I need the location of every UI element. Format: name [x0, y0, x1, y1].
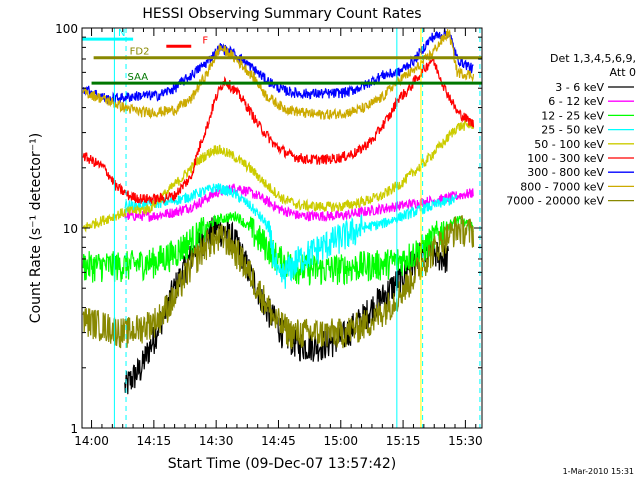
legend-label: 25 - 50 keV	[541, 124, 604, 137]
legend-label: 12 - 25 keV	[541, 109, 604, 122]
x-tick-label: 14:00	[74, 434, 109, 448]
x-tick-label: 14:30	[199, 434, 234, 448]
legend-label: 3 - 6 keV	[555, 81, 604, 94]
x-tick-label: 15:00	[323, 434, 358, 448]
x-axis-label: Start Time (09-Dec-07 13:57:42)	[168, 456, 396, 472]
y-tick-label: 100	[55, 22, 78, 36]
footer-date: 1-Mar-2010 15:31	[563, 467, 634, 476]
series-3	[124, 183, 458, 289]
flag-label: FD2	[130, 47, 150, 58]
legend-label: 800 - 7000 keV	[520, 180, 604, 193]
x-tick-label: 14:15	[137, 434, 172, 448]
series-line	[124, 183, 458, 289]
legend-label: 100 - 300 keV	[527, 152, 604, 165]
series-5	[82, 57, 475, 205]
series-line	[82, 119, 475, 233]
series-line	[82, 28, 474, 105]
axes: 14:00 14:15 14:30 14:45 15:00 15:15 15:30 1 10 10…	[55, 22, 483, 448]
legend-header-1: Det 1,3,4,5,6,9,	[550, 52, 636, 65]
series-7	[82, 29, 475, 120]
series-line	[82, 211, 474, 286]
x-tick-label: 14:45	[261, 434, 296, 448]
y-tick-label: 10	[63, 222, 78, 236]
series-line	[82, 57, 475, 205]
series-layer	[82, 28, 475, 395]
legend-header-2: Att 0	[610, 66, 636, 79]
x-tick-label: 15:30	[448, 434, 483, 448]
series-6	[82, 28, 474, 105]
series-2	[82, 211, 474, 286]
legend-label: 300 - 800 keV	[527, 166, 604, 179]
series-line	[82, 29, 475, 120]
x-tick-label: 15:15	[386, 434, 421, 448]
flag-label: F	[202, 35, 208, 46]
legend-label: 50 - 100 keV	[534, 138, 604, 151]
legend-label: 7000 - 20000 keV	[506, 195, 604, 208]
series-1	[124, 183, 474, 223]
flag-lines: N FD2 SAA F	[82, 28, 482, 85]
chart-title: HESSI Observing Summary Count Rates	[142, 6, 421, 22]
series-line	[124, 183, 474, 223]
series-line	[82, 214, 475, 350]
flag-label: SAA	[128, 72, 149, 83]
legend-label: 6 - 12 keV	[548, 95, 604, 108]
y-axis-label: Count Rate (s⁻¹ detector⁻¹)	[28, 133, 44, 323]
flag-label: N	[118, 28, 125, 39]
y-tick-label: 1	[70, 422, 78, 436]
series-8	[82, 214, 475, 350]
series-4	[82, 119, 475, 233]
